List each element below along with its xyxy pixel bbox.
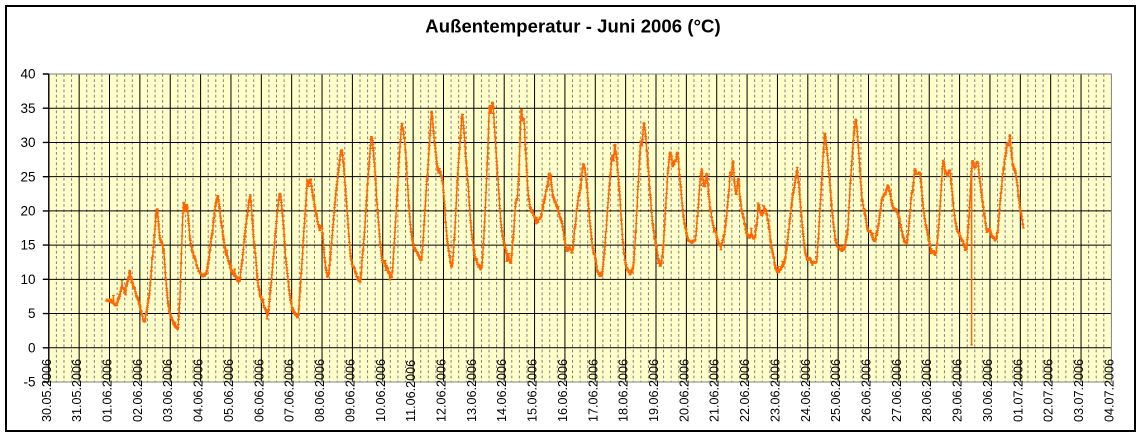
svg-text:31.05.2006: 31.05.2006 [70, 359, 84, 422]
svg-text:26.06.2006: 26.06.2006 [860, 359, 874, 422]
svg-text:02.07.2006: 02.07.2006 [1042, 359, 1056, 422]
svg-text:09.06.2006: 09.06.2006 [343, 359, 357, 422]
svg-text:29.06.2006: 29.06.2006 [951, 359, 965, 422]
svg-text:30: 30 [20, 135, 35, 150]
svg-text:23.06.2006: 23.06.2006 [768, 359, 782, 422]
svg-text:14.06.2006: 14.06.2006 [495, 359, 509, 422]
svg-text:30.06.2006: 30.06.2006 [981, 359, 995, 422]
svg-text:0: 0 [28, 340, 36, 355]
svg-text:27.06.2006: 27.06.2006 [890, 359, 904, 422]
svg-text:01.07.2006: 01.07.2006 [1011, 359, 1025, 422]
svg-text:10.06.2006: 10.06.2006 [374, 359, 388, 422]
svg-text:20.06.2006: 20.06.2006 [677, 359, 691, 422]
svg-text:21.06.2006: 21.06.2006 [708, 359, 722, 422]
svg-text:15.06.2006: 15.06.2006 [526, 359, 540, 422]
svg-text:03.06.2006: 03.06.2006 [161, 359, 175, 422]
svg-text:11.06.2006: 11.06.2006 [404, 360, 418, 422]
svg-text:02.06.2006: 02.06.2006 [131, 359, 145, 422]
svg-text:24.06.2006: 24.06.2006 [799, 359, 813, 422]
svg-text:17.06.2006: 17.06.2006 [586, 359, 600, 422]
svg-text:07.06.2006: 07.06.2006 [283, 359, 297, 422]
svg-text:40: 40 [20, 67, 35, 82]
svg-text:-5: -5 [23, 375, 35, 390]
svg-text:04.07.2006: 04.07.2006 [1102, 359, 1116, 422]
svg-text:05.06.2006: 05.06.2006 [222, 359, 236, 422]
svg-text:25.06.2006: 25.06.2006 [829, 359, 843, 422]
svg-text:08.06.2006: 08.06.2006 [313, 359, 327, 422]
svg-text:28.06.2006: 28.06.2006 [920, 359, 934, 422]
svg-text:15: 15 [20, 238, 35, 253]
svg-text:01.06.2006: 01.06.2006 [101, 359, 115, 422]
svg-text:22.06.2006: 22.06.2006 [738, 359, 752, 422]
svg-text:20: 20 [20, 204, 35, 219]
svg-text:03.07.2006: 03.07.2006 [1072, 359, 1086, 422]
svg-text:13.06.2006: 13.06.2006 [465, 359, 479, 422]
svg-text:Außentemperatur - Juni 2006 (°: Außentemperatur - Juni 2006 (°C) [425, 16, 720, 37]
svg-text:18.06.2006: 18.06.2006 [617, 359, 631, 422]
svg-text:10: 10 [20, 272, 35, 287]
svg-text:30.05.2006: 30.05.2006 [40, 359, 54, 422]
svg-text:12.06.2006: 12.06.2006 [435, 359, 449, 422]
svg-text:5: 5 [28, 306, 36, 321]
svg-text:19.06.2006: 19.06.2006 [647, 359, 661, 422]
svg-text:25: 25 [20, 169, 35, 184]
svg-text:06.06.2006: 06.06.2006 [252, 359, 266, 422]
svg-text:35: 35 [20, 101, 35, 116]
svg-text:16.06.2006: 16.06.2006 [556, 359, 570, 422]
svg-text:04.06.2006: 04.06.2006 [192, 359, 206, 422]
